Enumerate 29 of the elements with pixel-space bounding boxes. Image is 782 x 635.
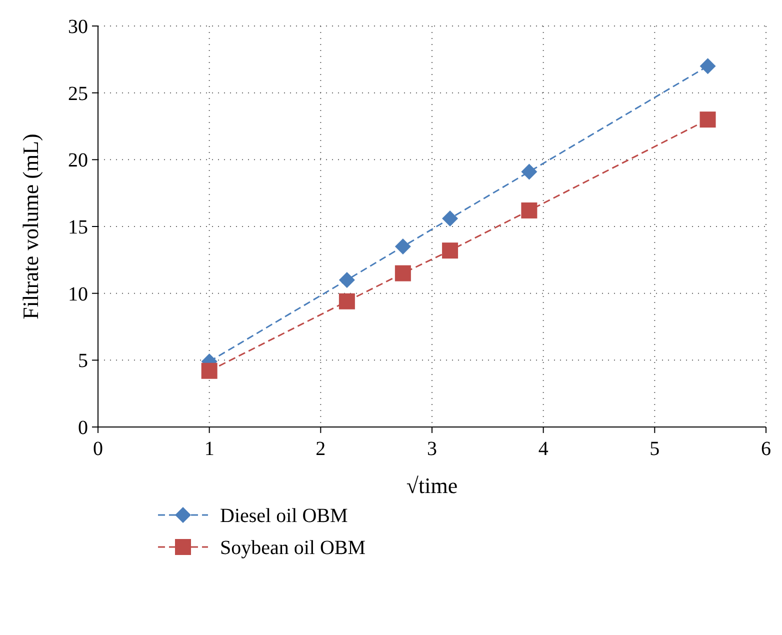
- point: [394, 265, 411, 282]
- y-tick-label: 30: [68, 16, 88, 38]
- y-tick-label: 5: [78, 350, 88, 372]
- point: [442, 242, 458, 259]
- x-tick-label: 0: [93, 438, 103, 460]
- y-tick-label: 15: [68, 216, 88, 238]
- point: [394, 238, 411, 255]
- legend-label: Soybean oil OBM: [220, 537, 366, 559]
- y-tick-label: 25: [68, 82, 88, 105]
- y-tick-label: 20: [68, 150, 88, 172]
- x-tick-label: 1: [204, 438, 214, 460]
- y-tick-label: 10: [68, 283, 88, 306]
- point: [521, 202, 538, 218]
- x-tick-label: 4: [538, 438, 548, 460]
- x-axis-title: √time: [406, 473, 458, 498]
- y-axis-title: Filtrate volume (mL): [18, 134, 43, 320]
- x-tick-label: 5: [650, 438, 660, 460]
- legend-label: Diesel oil OBM: [220, 505, 348, 527]
- x-tick-label: 3: [427, 438, 437, 460]
- x-tick-label: 2: [316, 438, 326, 460]
- point: [338, 293, 355, 310]
- point: [700, 112, 716, 128]
- y-tick-label: 0: [78, 417, 88, 439]
- x-tick-label: 6: [761, 438, 771, 460]
- point: [201, 362, 218, 379]
- point: [521, 164, 538, 180]
- point: [442, 210, 458, 226]
- point: [338, 272, 355, 288]
- point: [700, 58, 716, 74]
